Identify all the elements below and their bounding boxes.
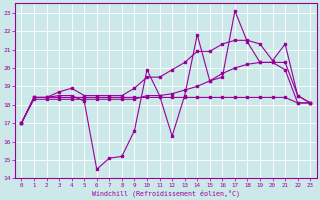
X-axis label: Windchill (Refroidissement éolien,°C): Windchill (Refroidissement éolien,°C) — [92, 189, 240, 197]
